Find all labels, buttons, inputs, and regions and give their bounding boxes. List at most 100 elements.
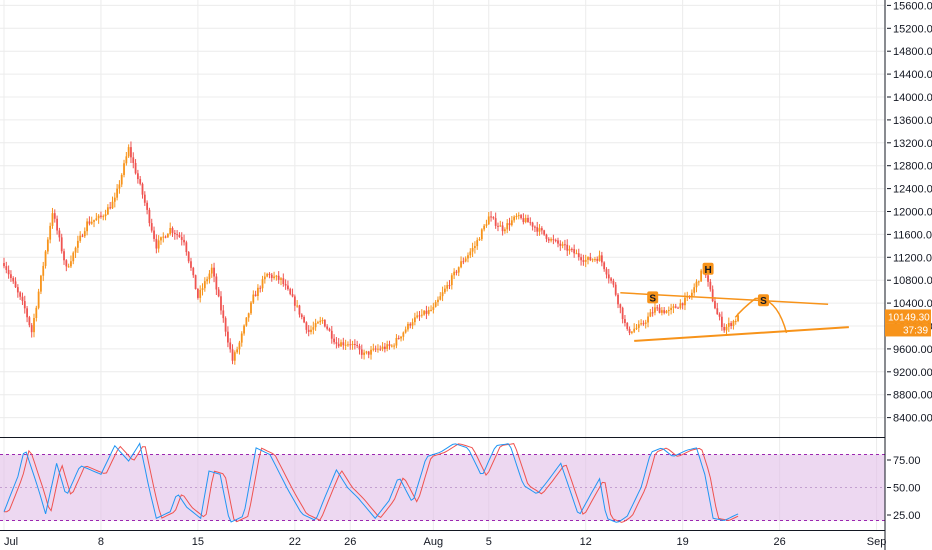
- candle-up: [467, 255, 469, 259]
- candle-down: [58, 230, 61, 238]
- candle-down: [180, 236, 183, 240]
- candle-up: [660, 310, 663, 313]
- time-tick-label: 22: [289, 536, 301, 548]
- price-tick-label: 12800.00: [893, 161, 932, 173]
- candle-up: [273, 276, 275, 278]
- countdown-value: 37:39: [903, 325, 928, 336]
- candle-down: [383, 346, 386, 350]
- candle-down: [14, 281, 17, 288]
- price-tick-label: 8400.00: [893, 413, 932, 425]
- candle-down: [448, 285, 451, 287]
- candle-down: [358, 345, 361, 350]
- candle-up: [513, 216, 516, 221]
- candle-down: [360, 349, 363, 355]
- candle-down: [531, 222, 534, 227]
- candle-down: [333, 338, 335, 343]
- candle-up: [474, 246, 476, 248]
- candle-up: [460, 261, 462, 268]
- candle-down: [455, 271, 458, 273]
- candle-down: [559, 243, 562, 246]
- candle-up: [340, 342, 342, 347]
- candle-up: [162, 236, 165, 238]
- candle-down: [21, 296, 24, 302]
- candle-down: [610, 278, 612, 281]
- candle-down: [141, 183, 144, 195]
- candle-down: [552, 239, 555, 241]
- candle-down: [617, 294, 619, 305]
- candle-down: [190, 261, 192, 268]
- candle-down: [12, 278, 15, 282]
- candle-down: [520, 215, 522, 219]
- price-tick-label: 15200.00: [893, 23, 932, 35]
- candle-down: [582, 260, 585, 262]
- candle-up: [446, 285, 449, 289]
- candle-up: [203, 281, 206, 289]
- candle-up: [732, 321, 735, 326]
- candle-down: [287, 285, 289, 290]
- candle-up: [402, 332, 405, 337]
- candle-down: [658, 307, 661, 313]
- candle-up: [210, 267, 213, 274]
- candle-down: [81, 235, 84, 237]
- candle-up: [423, 310, 426, 315]
- candle-up: [633, 328, 636, 332]
- price-tick-label: 12400.00: [893, 184, 932, 196]
- candle-up: [471, 247, 474, 252]
- time-tick-label: 5: [486, 536, 492, 548]
- candle-up: [236, 349, 239, 353]
- candle-down: [268, 273, 271, 275]
- candle-up: [233, 352, 236, 361]
- candle-up: [480, 229, 483, 240]
- rsi-band: [0, 454, 885, 521]
- candle-down: [536, 227, 539, 232]
- candle-down: [628, 328, 631, 333]
- candle-down: [291, 294, 294, 297]
- candle-down: [534, 226, 536, 228]
- candle-down: [367, 351, 370, 355]
- price-tick-label: 11200.00: [893, 252, 932, 264]
- candle-up: [120, 174, 123, 185]
- candle-up: [104, 214, 107, 217]
- candle-down: [284, 284, 287, 286]
- candle-series: [3, 141, 739, 365]
- candle-up: [654, 307, 656, 313]
- candle-up: [443, 288, 446, 293]
- candle-down: [642, 323, 645, 325]
- candle-up: [370, 349, 372, 355]
- candle-up: [127, 147, 130, 157]
- candle-up: [695, 281, 698, 288]
- candle-up: [296, 305, 299, 307]
- candle-up: [37, 291, 40, 308]
- candle-up: [377, 348, 379, 350]
- candle-up: [727, 323, 730, 327]
- time-tick-label: Aug: [424, 536, 444, 548]
- candle-up: [584, 259, 587, 262]
- candle-up: [515, 215, 518, 217]
- candle-up: [83, 231, 86, 237]
- candle-down: [153, 230, 155, 239]
- candle-down: [53, 213, 56, 219]
- candle-down: [614, 284, 617, 295]
- candle-down: [374, 348, 377, 350]
- candle-down: [164, 236, 167, 238]
- candle-down: [709, 281, 712, 290]
- candle-down: [677, 307, 679, 309]
- candle-down: [215, 276, 218, 290]
- candle-down: [5, 266, 8, 270]
- candle-down: [23, 301, 26, 309]
- candle-up: [243, 325, 245, 334]
- candle-up: [238, 342, 241, 350]
- candle-down: [425, 310, 428, 314]
- price-tick-label: 12000.00: [893, 207, 932, 219]
- candle-up: [667, 309, 670, 312]
- pattern-label-box: [757, 294, 769, 307]
- price-tick-label: 10800.00: [893, 275, 932, 287]
- price-tick-label: 14800.00: [893, 46, 932, 58]
- price-tick-label: 9600.00: [893, 344, 932, 356]
- time-tick-label: 26: [773, 536, 785, 548]
- candle-up: [420, 314, 423, 316]
- candle-up: [250, 302, 252, 314]
- candle-down: [612, 280, 615, 285]
- rsi-tick-label: 25.00: [893, 510, 921, 522]
